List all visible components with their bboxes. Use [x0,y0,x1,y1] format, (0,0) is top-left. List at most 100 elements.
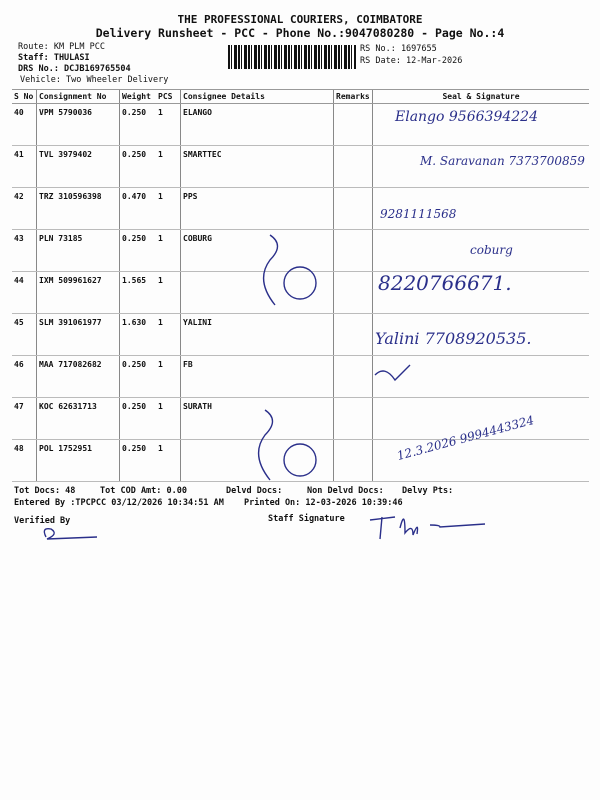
cell-wt: 1.630 [119,313,156,356]
cell-pcs: 1 [156,313,181,356]
table-row: 42 TRZ 310596398 0.470 1 PPS [12,187,589,230]
cell-wt: 1.565 [119,271,156,314]
cell-pcs: 1 [156,397,181,440]
cell-seal [372,271,589,314]
table-row: 41 TVL 3979402 0.250 1 SMARTTEC [12,145,589,188]
cell-wt: 0.250 [119,229,156,272]
seal-mark-44 [283,266,317,300]
cell-seal [372,187,589,230]
cell-seal [372,397,589,440]
cell-sno: 44 [12,271,37,314]
cell-name: SMARTTEC [180,145,334,188]
cell-sno: 40 [12,103,37,146]
handwritten-note: M. Saravanan 7373700859 [420,154,585,168]
cell-seal [372,103,589,146]
consignment-table: S No Consignment No Weight PCS Consignee… [12,89,589,482]
cell-name: SURATH [180,397,334,440]
rs-date: RS Date: 12-Mar-2026 [360,56,463,66]
staff: Staff: THULASI [18,53,90,63]
handwritten-note: coburg [470,243,513,257]
cell-rm [333,313,373,356]
cell-rm [333,397,373,440]
cell-name: FB [180,355,334,398]
entered-by: Entered By :TPCPCC 03/12/2026 10:34:51 A… [14,498,224,508]
cell-name: PPS [180,187,334,230]
col-seal: Seal & Signature [372,89,589,104]
table-row: 47 KOC 62631713 0.250 1 SURATH [12,397,589,440]
non-delvd-docs: Non Delvd Docs: [307,486,384,496]
cell-cn: IXM 509961627 [36,271,120,314]
verified-by: Verified By [14,516,71,526]
handwritten-note: 9281111568 [380,207,457,221]
signature-mark [374,364,411,382]
drs-no: DRS No.: DCJB169765504 [18,64,131,74]
cell-pcs: 1 [156,103,181,146]
handwritten-note: 8220766671. [378,271,512,295]
cell-cn: KOC 62631713 [36,397,120,440]
cell-sno: 43 [12,229,37,272]
cell-cn: POL 1752951 [36,439,120,482]
table-row: 44 IXM 509961627 1.565 1 [12,271,589,314]
delvy-pts: Delvy Pts: [402,486,454,496]
cell-rm [333,355,373,398]
cell-pcs: 1 [156,355,181,398]
verified-signature [43,527,98,540]
company-name: THE PROFESSIONAL COURIERS, COIMBATORE [177,13,423,26]
printed-on: Printed On: 12-03-2026 10:39:46 [244,498,403,508]
tot-cod: Tot COD Amt: 0.00 [100,486,187,496]
cell-sno: 46 [12,355,37,398]
staff-signature [369,516,486,540]
col-sno: S No [12,89,37,104]
cell-pcs: 1 [156,187,181,230]
cell-name: YALINI [180,313,334,356]
table-row: 43 PLN 73185 0.250 1 COBURG [12,229,589,272]
cell-rm [333,229,373,272]
seal-mark-48 [283,443,317,477]
table-row: 46 MAA 717082682 0.250 1 FB [12,355,589,398]
cell-cn: TVL 3979402 [36,145,120,188]
cell-cn: MAA 717082682 [36,355,120,398]
cell-name: ELANGO [180,103,334,146]
cell-rm [333,145,373,188]
cell-sno: 41 [12,145,37,188]
cell-sno: 42 [12,187,37,230]
col-weight: Weight [119,89,156,104]
cell-wt: 0.250 [119,397,156,440]
cell-sno: 45 [12,313,37,356]
cell-wt: 0.470 [119,187,156,230]
cell-cn: PLN 73185 [36,229,120,272]
cell-pcs: 1 [156,145,181,188]
col-pcs: PCS [156,89,181,104]
cell-sno: 47 [12,397,37,440]
cell-name [180,271,334,314]
cell-seal [372,313,589,356]
rs-no: RS No.: 1697655 [360,44,437,54]
col-remarks: Remarks [333,89,373,104]
brace-mark [262,234,279,306]
col-consignee: Consignee Details [180,89,334,104]
cell-rm [333,103,373,146]
route: Route: KM PLM PCC [18,42,105,52]
cell-wt: 0.250 [119,355,156,398]
cell-cn: VPM 5790036 [36,103,120,146]
tot-docs: Tot Docs: 48 [14,486,76,496]
cell-seal [372,439,589,482]
cell-wt: 0.250 [119,439,156,482]
col-consignment: Consignment No [36,89,120,104]
cell-pcs: 1 [156,271,181,314]
runsheet-title: Delivery Runsheet - PCC - Phone No.:9047… [95,26,505,40]
table-row: 45 SLM 391061977 1.630 1 YALINI [12,313,589,356]
cell-pcs: 1 [156,439,181,482]
cell-pcs: 1 [156,229,181,272]
cell-name: COBURG [180,229,334,272]
cell-rm [333,271,373,314]
staff-signature-label: Staff Signature [268,514,345,524]
handwritten-note: Elango 9566394224 [395,109,538,125]
cell-sno: 48 [12,439,37,482]
brace-mark [257,409,274,481]
handwritten-note: Yalini 7708920535. [375,329,532,348]
delvd-docs: Delvd Docs: [226,486,283,496]
barcode [228,45,356,69]
